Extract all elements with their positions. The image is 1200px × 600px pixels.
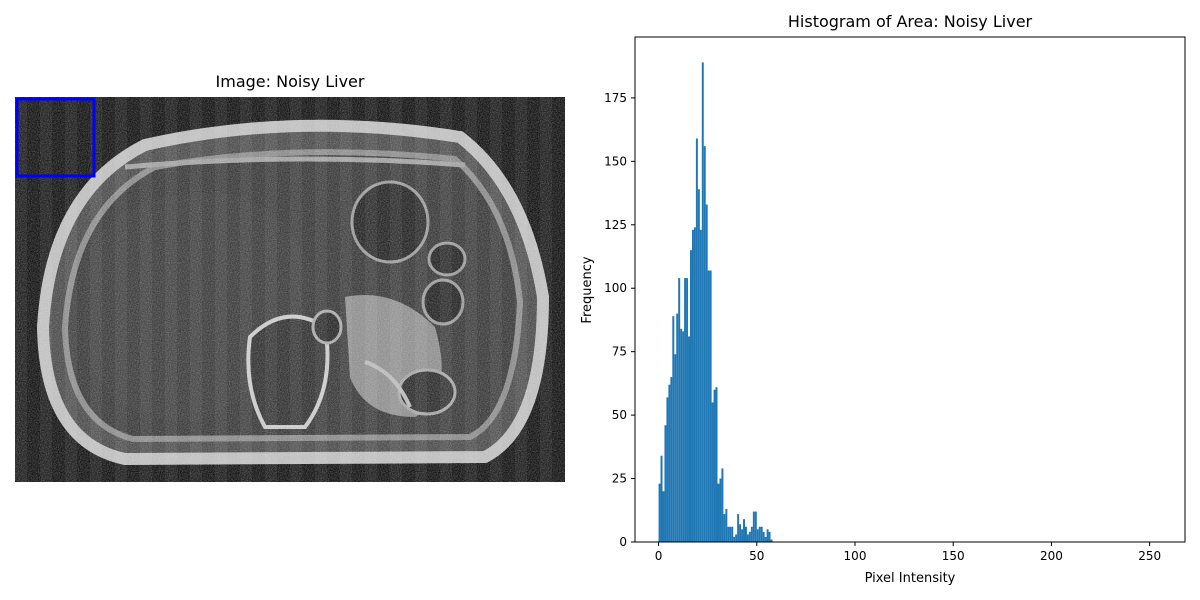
histogram-bar [745,527,747,542]
y-tick-label: 25 [612,472,627,486]
histogram-bar [747,534,749,542]
histogram-bar [661,456,663,542]
histogram-bar [696,139,698,542]
y-tick-label: 175 [604,91,627,105]
x-axis-ticks: 0 50 100 150 200 250 [655,542,1161,563]
histogram-bar [698,189,700,542]
histogram-bar [725,509,727,542]
histogram-bar [712,402,714,542]
histogram-bar [694,227,696,542]
histogram-bar [743,519,745,542]
histogram-bar [670,377,672,542]
histogram-bar [757,529,759,542]
histogram-bar [710,270,712,542]
histogram-bar [664,425,666,542]
histogram-bar [741,529,743,542]
y-tick-label: 125 [604,218,627,232]
histogram-bar [666,397,668,542]
histogram-bar [700,230,702,542]
histogram-bar [692,230,694,542]
x-tick-label: 100 [844,549,867,563]
histogram-bar [663,491,665,542]
histogram-bar [733,537,735,542]
histogram-bars [659,62,773,542]
histogram-bar [704,146,706,542]
histogram-bar [727,527,729,542]
y-axis-label: Frequency [580,256,595,323]
histogram-bar [678,278,680,542]
histogram-bar [767,529,769,542]
histogram-bar [676,314,678,542]
histogram-bar [674,354,676,542]
x-tick-label: 250 [1138,549,1161,563]
histogram-bar [753,512,755,542]
histogram-bar [721,468,723,542]
histogram-bar [731,527,733,542]
histogram-bar [682,331,684,542]
histogram-bar [749,532,751,542]
histogram-bar [723,514,725,542]
histogram-bar [719,479,721,542]
histogram-bar [714,390,716,542]
histogram-bar [668,385,670,542]
histogram-bar [718,484,720,542]
y-tick-label: 0 [619,535,627,549]
histogram-bar [735,534,737,542]
histogram-bar [761,527,763,542]
histogram-bar [716,387,718,542]
histogram-bar [739,524,741,542]
histogram-bar [769,532,771,542]
histogram-bar [765,537,767,542]
y-tick-label: 50 [612,408,627,422]
x-tick-label: 200 [1040,549,1063,563]
histogram-bar [759,527,761,542]
x-tick-label: 50 [749,549,764,563]
y-axis-ticks: 0 25 50 75 100 125 150 175 [604,91,635,549]
histogram-bar [680,329,682,542]
y-tick-label: 150 [604,154,627,168]
histogram-bar [755,512,757,542]
x-tick-label: 0 [655,549,663,563]
histogram-bar [684,278,686,542]
y-tick-label: 100 [604,281,627,295]
y-tick-label: 75 [612,345,627,359]
x-axis-label: Pixel Intensity [865,571,956,586]
histogram-bar [659,484,661,542]
histogram-bar [672,316,674,542]
histogram-bar [702,62,704,542]
histogram-bar [763,532,765,542]
histogram-bar [688,336,690,542]
histogram-bar [737,514,739,542]
x-tick-label: 150 [942,549,965,563]
histogram-bar [751,527,753,542]
histogram-bar [706,204,708,542]
histogram-bar [708,270,710,542]
histogram-bar [729,527,731,542]
histogram-bar [690,250,692,542]
histogram-bar [686,278,688,542]
